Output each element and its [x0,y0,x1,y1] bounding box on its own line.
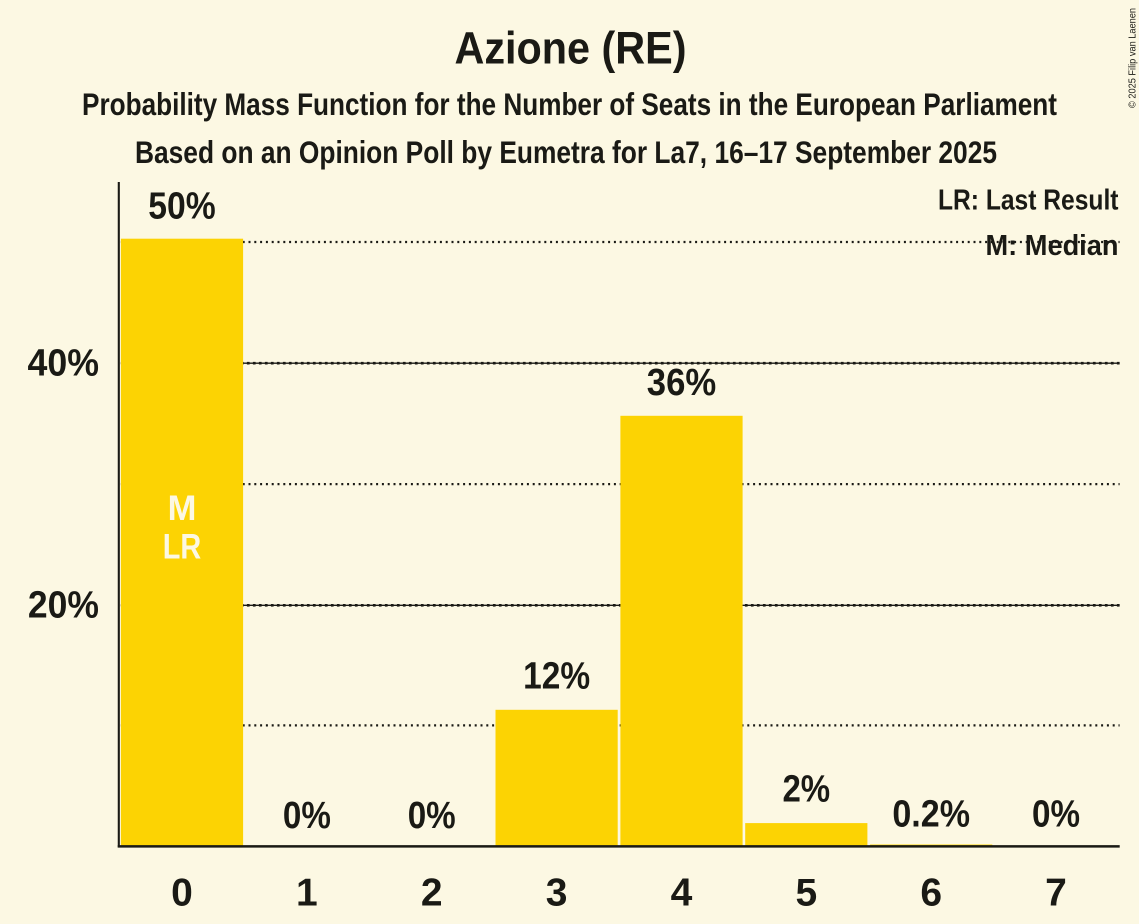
svg-text:2: 2 [421,871,443,914]
svg-text:4: 4 [671,871,693,914]
svg-text:12%: 12% [523,656,590,698]
svg-text:5: 5 [795,871,817,914]
svg-text:LR: LR [163,528,202,567]
svg-text:2%: 2% [782,768,830,810]
svg-text:Probability Mass Function for: Probability Mass Function for the Number… [82,86,1057,122]
svg-text:3: 3 [546,871,568,914]
svg-text:Azione (RE): Azione (RE) [455,22,687,73]
svg-text:20%: 20% [28,584,99,626]
svg-text:LR: Last Result: LR: Last Result [938,185,1119,217]
svg-text:40%: 40% [28,343,100,385]
svg-text:0.2%: 0.2% [892,794,970,836]
svg-text:0%: 0% [1032,794,1080,836]
svg-text:© 2025 Filip van Laenen: © 2025 Filip van Laenen [1127,8,1139,108]
svg-text:0: 0 [171,871,193,914]
svg-text:1: 1 [296,871,318,914]
svg-text:M: M [168,489,197,528]
svg-text:7: 7 [1045,871,1067,914]
svg-text:36%: 36% [647,362,716,404]
svg-text:6: 6 [920,871,942,914]
svg-text:50%: 50% [148,186,215,228]
svg-text:0%: 0% [283,795,331,837]
svg-text:0%: 0% [408,795,456,837]
svg-text:Based on an Opinion Poll by Eu: Based on an Opinion Poll by Eumetra for … [135,134,997,170]
svg-text:M: Median: M: Median [986,230,1119,262]
